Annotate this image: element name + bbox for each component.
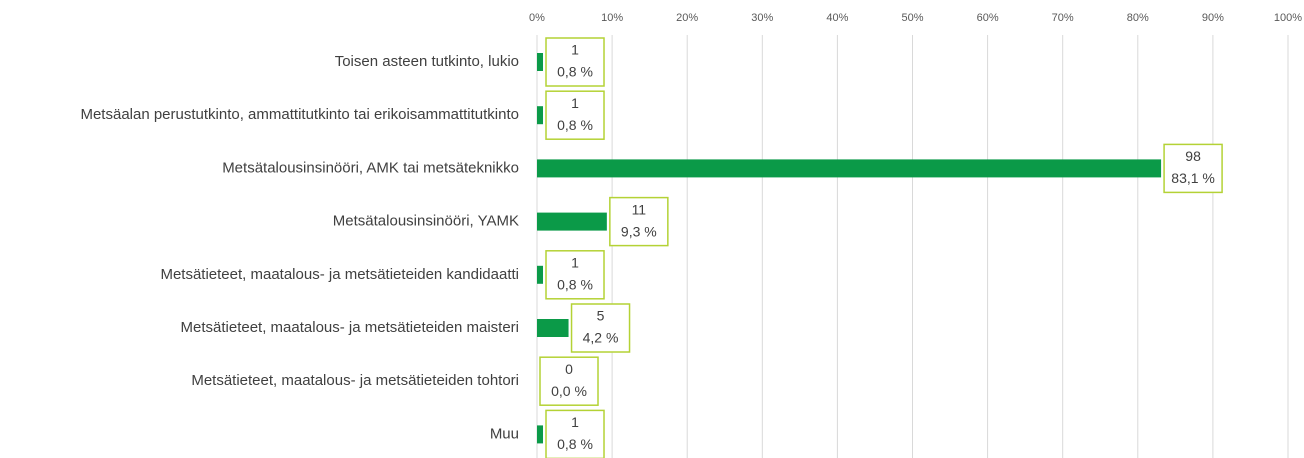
- y-tick-label: Metsätieteet, maatalous- ja metsätieteid…: [160, 266, 519, 283]
- data-label: 4,2 %: [583, 330, 619, 346]
- y-tick-label: Metsätieteet, maatalous- ja metsätieteid…: [181, 319, 520, 336]
- bar: [537, 53, 544, 71]
- x-tick-label: 40%: [826, 12, 848, 24]
- bar: [537, 159, 1162, 178]
- x-tick-label: 30%: [751, 12, 773, 24]
- x-tick-label: 10%: [601, 12, 623, 24]
- x-tick-label: 100%: [1274, 12, 1302, 24]
- bar: [537, 212, 607, 231]
- x-tick-label: 60%: [977, 12, 999, 24]
- data-label: 0,8 %: [557, 436, 593, 452]
- data-label: 0,0 %: [551, 383, 587, 399]
- x-tick-label: 20%: [676, 12, 698, 24]
- data-label-count: 5: [597, 308, 605, 324]
- data-label-count: 1: [571, 255, 579, 271]
- data-label: 9,3 %: [621, 223, 657, 239]
- data-label: 0,8 %: [557, 117, 593, 133]
- data-label-count: 11: [632, 201, 647, 217]
- bar: [537, 265, 544, 284]
- data-label-box: [545, 90, 605, 140]
- data-label-count: 1: [571, 95, 579, 111]
- data-label-count: 98: [1185, 148, 1201, 164]
- y-tick-label: Metsäalan perustutkinto, ammattitutkinto…: [80, 106, 519, 123]
- data-label-box: [539, 356, 599, 406]
- data-label-box: [545, 409, 605, 458]
- data-label-count: 0: [565, 361, 573, 377]
- y-tick-label: Metsätalousinsinööri, AMK tai metsätekni…: [222, 159, 519, 176]
- data-label-box: [570, 303, 631, 353]
- data-label-box: [545, 37, 605, 87]
- data-label-box: [609, 196, 669, 247]
- data-label-count: 1: [571, 42, 579, 58]
- bar: [537, 319, 569, 337]
- x-tick-label: 0%: [529, 12, 545, 24]
- y-tick-label: Metsätieteet, maatalous- ja metsätieteid…: [191, 372, 519, 389]
- x-tick-label: 90%: [1202, 12, 1224, 24]
- y-tick-label: Metsätalousinsinööri, YAMK: [333, 213, 519, 230]
- data-label-count: 1: [571, 414, 579, 430]
- x-tick-label: 50%: [901, 12, 923, 24]
- data-label: 0,8 %: [557, 64, 593, 80]
- data-label-box: [1163, 143, 1223, 194]
- bar: [537, 106, 544, 125]
- x-tick-label: 70%: [1052, 12, 1074, 24]
- y-tick-label: Muu: [490, 425, 519, 442]
- bar: [537, 425, 544, 444]
- data-label: 83,1 %: [1171, 170, 1215, 186]
- y-tick-label: Toisen asteen tutkinto, lukio: [335, 53, 519, 70]
- x-tick-label: 80%: [1127, 12, 1149, 24]
- data-label-box: [545, 250, 605, 300]
- data-label: 0,8 %: [557, 277, 593, 293]
